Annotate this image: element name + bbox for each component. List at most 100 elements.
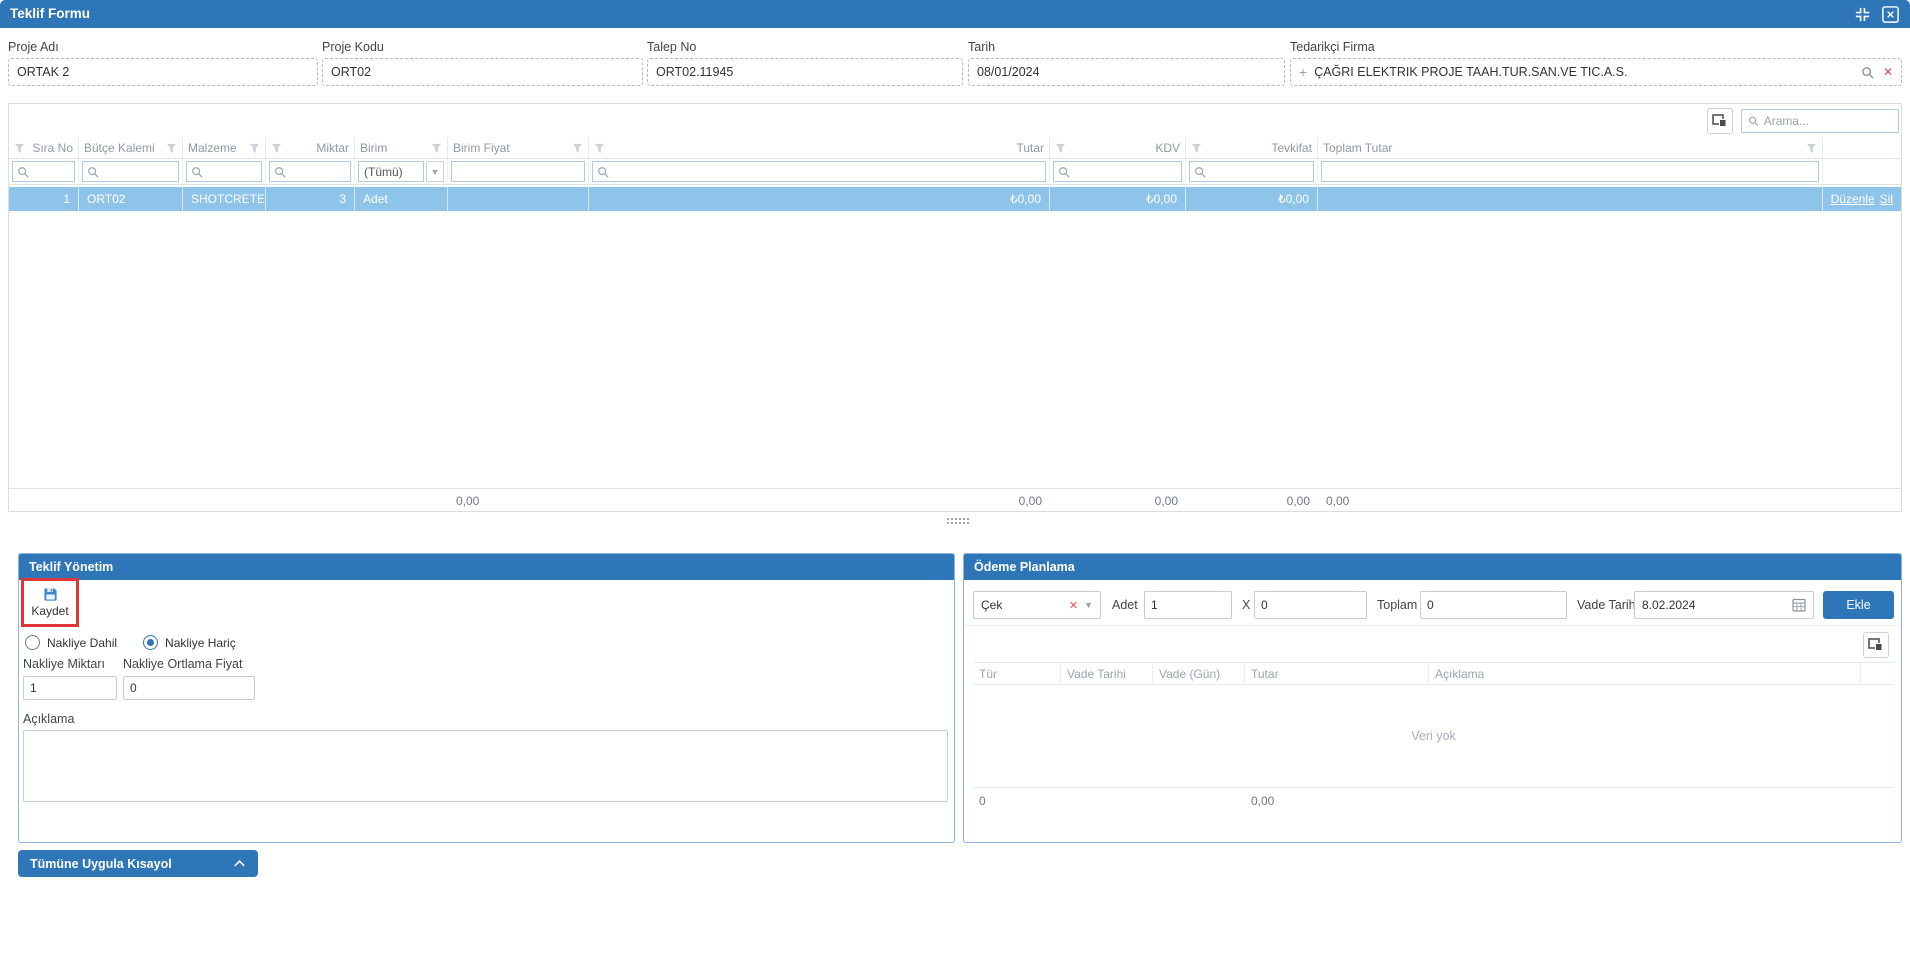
dock-restore-icon[interactable] xyxy=(1853,5,1872,24)
chevron-down-icon[interactable]: ▼ xyxy=(1084,600,1093,610)
grid-search-box[interactable] xyxy=(1741,109,1899,133)
filter-combo-birim[interactable]: (Tümü) xyxy=(358,161,424,182)
teklif-yonetim-header: Teklif Yönetim xyxy=(19,554,954,580)
filter-icon[interactable] xyxy=(572,143,583,154)
cell-miktar: 3 xyxy=(266,187,355,211)
vade-tarihi-value: 8.02.2024 xyxy=(1642,598,1696,612)
filter-icon[interactable] xyxy=(1806,143,1817,154)
adet-input[interactable] xyxy=(1144,591,1232,619)
column-header-tutar[interactable]: Tutar xyxy=(589,138,1050,158)
no-data-text: Veri yok xyxy=(1411,729,1456,743)
nakliye-fiyat-input[interactable] xyxy=(123,676,255,700)
save-icon xyxy=(43,587,58,602)
supplier-search-icon[interactable] xyxy=(1861,66,1874,79)
filter-input-kdv[interactable] xyxy=(1053,161,1182,182)
close-icon[interactable] xyxy=(1881,5,1900,24)
x-input[interactable] xyxy=(1254,591,1367,619)
cell-birim: Adet xyxy=(355,187,448,211)
splitter-handle[interactable] xyxy=(946,517,970,525)
column-header-toplam-tutar[interactable]: Toplam Tutar xyxy=(1318,138,1823,158)
column-header-vade-gun[interactable]: Vade (Gün) xyxy=(1153,663,1245,684)
column-header-miktar[interactable]: Miktar xyxy=(266,138,355,158)
filter-icon[interactable] xyxy=(1191,143,1202,154)
radio-nakliye-haric-label: Nakliye Hariç xyxy=(165,635,236,650)
calendar-icon[interactable] xyxy=(1792,598,1806,612)
column-header-aciklama[interactable]: Açıklama xyxy=(1429,663,1861,684)
radio-circle-selected[interactable] xyxy=(143,635,159,650)
aciklama-textarea[interactable] xyxy=(23,730,948,802)
add-payment-button[interactable]: Ekle xyxy=(1823,591,1894,619)
filter-icon[interactable] xyxy=(271,143,282,154)
grid-toolbar xyxy=(9,104,1901,138)
vade-tarihi-input[interactable]: 8.02.2024 xyxy=(1634,591,1814,619)
window-title: Teklif Formu xyxy=(10,6,91,21)
column-header-sira-no[interactable]: Sıra No xyxy=(9,138,79,158)
tedarikci-field[interactable]: + ÇAĞRI ELEKTRIK PROJE TAAH.TUR.SAN.VE T… xyxy=(1290,58,1902,86)
column-header-tevkifat[interactable]: Tevkifat xyxy=(1186,138,1318,158)
plus-icon: + xyxy=(1299,64,1308,80)
radio-nakliye-haric[interactable]: Nakliye Hariç xyxy=(143,635,236,650)
talep-no-field[interactable]: ORT02.11945 xyxy=(647,58,963,86)
column-header-kdv[interactable]: KDV xyxy=(1050,138,1186,158)
radio-circle[interactable] xyxy=(25,635,40,650)
cell-kdv: ₺0,00 xyxy=(1050,187,1186,211)
tedarikci-value: ÇAĞRI ELEKTRIK PROJE TAAH.TUR.SAN.VE TIC… xyxy=(1314,65,1628,79)
column-header-birim[interactable]: Birim xyxy=(355,138,448,158)
adet-label: Adet xyxy=(1112,598,1138,612)
column-header-tur[interactable]: Tür xyxy=(973,663,1061,684)
filter-input-birim-fiyat[interactable] xyxy=(451,161,585,182)
table-row[interactable]: 1 ORT02 SHOTCRETE 3 Adet ₺0,00 ₺0,00 ₺0,… xyxy=(9,187,1901,211)
grid-search-input[interactable] xyxy=(1763,114,1892,128)
tarih-field[interactable]: 08/01/2024 xyxy=(968,58,1285,86)
odeme-planlama-panel: Ödeme Planlama Çek ✕ ▼ Adet X Toplam Vad… xyxy=(963,553,1902,843)
combo-clear-icon[interactable]: ✕ xyxy=(1068,599,1079,612)
edit-link[interactable]: Düzenle xyxy=(1830,192,1875,206)
supplier-clear-icon[interactable]: ✕ xyxy=(1882,65,1893,79)
filter-input-tevkifat[interactable] xyxy=(1189,161,1314,182)
kaydet-highlight-box: Kaydet xyxy=(21,578,79,627)
filter-input-tutar[interactable] xyxy=(592,161,1046,182)
chevron-down-icon[interactable]: ▼ xyxy=(426,161,444,182)
nakliye-miktari-label: Nakliye Miktarı xyxy=(23,657,105,671)
tumune-uygula-bar[interactable]: Tümüne Uygula Kısayol xyxy=(18,850,258,877)
column-header-butce-kalemi[interactable]: Bütçe Kalemi xyxy=(79,138,183,158)
footer-sum-tevkifat: 0,00 xyxy=(1286,493,1310,508)
x-label: X xyxy=(1242,598,1251,612)
footer-count: 0 xyxy=(979,793,986,808)
column-header-tutar[interactable]: Tutar xyxy=(1245,663,1429,684)
filter-icon[interactable] xyxy=(431,143,442,154)
filter-input-malzeme[interactable] xyxy=(186,161,262,182)
column-header-actions xyxy=(1823,138,1901,158)
radio-nakliye-dahil[interactable]: Nakliye Dahil xyxy=(25,635,117,650)
filter-icon[interactable] xyxy=(166,143,177,154)
vade-tarihi-label: Vade Tarihi xyxy=(1577,598,1639,612)
filter-icon[interactable] xyxy=(594,143,605,154)
proje-kodu-field[interactable]: ORT02 xyxy=(322,58,643,86)
filter-icon[interactable] xyxy=(14,143,25,154)
save-button[interactable]: Kaydet xyxy=(24,581,76,624)
grid-header-row: Sıra No Bütçe Kalemi Malzeme Miktar Biri… xyxy=(9,138,1901,159)
nakliye-miktari-input[interactable] xyxy=(23,676,117,700)
toplam-input[interactable] xyxy=(1420,591,1567,619)
column-header-birim-fiyat[interactable]: Birim Fiyat xyxy=(448,138,589,158)
cell-birim-fiyat xyxy=(448,187,589,211)
proje-adi-field[interactable]: ORTAK 2 xyxy=(8,58,318,86)
filter-icon[interactable] xyxy=(249,143,260,154)
payment-column-chooser-button[interactable] xyxy=(1863,632,1889,658)
radio-nakliye-dahil-label: Nakliye Dahil xyxy=(47,635,118,650)
chevron-up-icon[interactable] xyxy=(233,859,246,868)
payment-grid: Tür Vade Tarihi Vade (Gün) Tutar Açıklam… xyxy=(973,662,1894,834)
column-chooser-button[interactable] xyxy=(1707,108,1733,134)
filter-input-sira-no[interactable] xyxy=(12,161,75,182)
column-header-malzeme[interactable]: Malzeme xyxy=(183,138,266,158)
filter-input-toplam-tutar[interactable] xyxy=(1321,161,1819,182)
filter-input-miktar[interactable] xyxy=(269,161,351,182)
filter-icon[interactable] xyxy=(1055,143,1066,154)
delete-link[interactable]: Sil xyxy=(1879,192,1893,206)
payment-type-combo[interactable]: Çek ✕ ▼ xyxy=(973,591,1101,619)
payment-type-value: Çek xyxy=(981,598,1003,612)
payment-grid-header: Tür Vade Tarihi Vade (Gün) Tutar Açıklam… xyxy=(973,662,1894,685)
proje-kodu-value: ORT02 xyxy=(331,65,372,79)
column-header-vade-tarihi[interactable]: Vade Tarihi xyxy=(1061,663,1153,684)
filter-input-butce-kalemi[interactable] xyxy=(82,161,179,182)
